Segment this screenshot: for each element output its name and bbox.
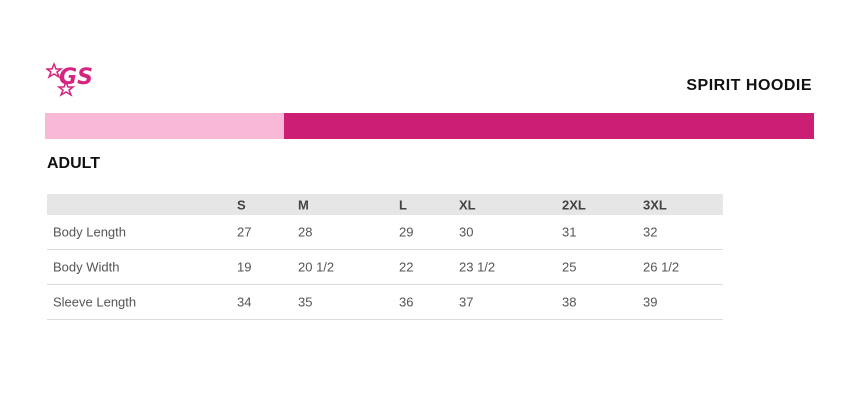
table-row: Body Width 19 20 1/2 22 23 1/2 25 26 1/2 (47, 250, 723, 285)
table-cell: 26 1/2 (643, 259, 680, 275)
section-title: ADULT (47, 155, 101, 172)
column-header: L (399, 197, 407, 212)
table-cell: 20 1/2 (298, 259, 335, 275)
row-label: Sleeve Length (53, 294, 137, 310)
table-cell: 37 (459, 294, 474, 310)
column-header: 3XL (643, 197, 667, 212)
table-cell: 36 (399, 294, 414, 310)
column-header: S (237, 197, 246, 212)
table-cell: 19 (237, 259, 252, 275)
logo-text: GS (59, 65, 93, 90)
logo: GS (46, 61, 93, 97)
table-cell: 28 (298, 224, 313, 240)
table-cell: 35 (298, 294, 313, 310)
table-cell: 39 (643, 294, 658, 310)
row-label: Body Width (53, 259, 120, 275)
logo-star (56, 79, 76, 97)
table-row: Body Length 27 28 29 30 31 32 (47, 215, 723, 250)
table-cell: 34 (237, 294, 252, 310)
table-row: Sleeve Length 34 35 36 37 38 39 (47, 285, 723, 320)
row-label: Body Length (53, 224, 127, 240)
table-cell: 31 (562, 224, 577, 240)
table-cell: 25 (562, 259, 577, 275)
table-cell: 38 (562, 294, 577, 310)
table-cell: 22 (399, 259, 414, 275)
size-table: S M L XL 2XL 3XL Body Length 27 28 29 30 31 32 Body W… (47, 194, 723, 320)
column-header: 2XL (562, 197, 586, 212)
table-cell: 30 (459, 224, 474, 240)
table-cell: 29 (399, 224, 414, 240)
logo-star (46, 61, 64, 79)
table-cell: 23 1/2 (459, 259, 496, 275)
header-row: S M L XL 2XL 3XL (47, 194, 723, 215)
table-cell: 27 (237, 224, 252, 240)
color-bar (284, 113, 814, 139)
column-header: XL (459, 197, 476, 212)
title: SPIRIT HOODIE (686, 77, 812, 94)
column-header: M (298, 197, 309, 212)
color-bar (45, 113, 284, 139)
table-cell: 32 (643, 224, 658, 240)
